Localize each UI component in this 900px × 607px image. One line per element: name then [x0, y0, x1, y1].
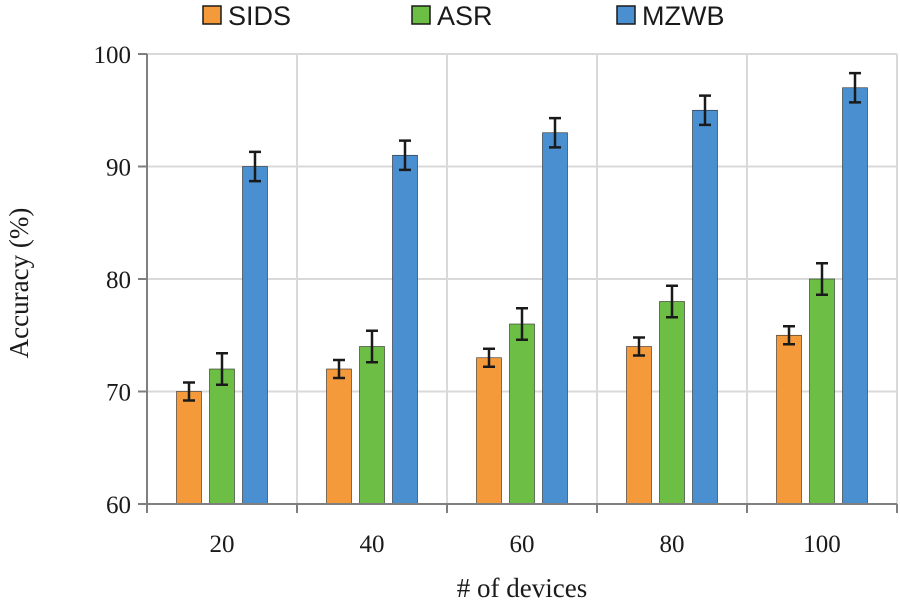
bars: [176, 87, 868, 505]
legend-item-sids: SIDS: [202, 1, 291, 31]
x-tick-label: 40: [360, 531, 385, 558]
legend-item-mzwb: MZWB: [616, 1, 724, 31]
bar-sids-100: [776, 334, 802, 505]
error-bar-sids-60: [483, 347, 495, 368]
error-bars: [183, 71, 861, 402]
y-tick-label: 90: [106, 155, 131, 182]
bar-mzwb-100: [842, 87, 868, 505]
gridlines: [147, 53, 898, 504]
x-axis-label: # of devices: [457, 573, 587, 603]
error-bar-sids-40: [333, 358, 345, 380]
legend-label: SIDS: [228, 1, 291, 31]
error-bar-mzwb-80: [699, 94, 711, 127]
error-bar-mzwb-100: [849, 71, 861, 104]
error-bar-asr-100: [816, 262, 828, 296]
legend-label: MZWB: [642, 1, 724, 31]
bar-mzwb-80: [692, 109, 718, 505]
x-tick-label: 60: [510, 531, 535, 558]
bar-asr-100: [809, 278, 835, 505]
x-tick-label: 100: [803, 531, 841, 558]
bar-sids-60: [476, 357, 502, 505]
legend-item-asr: ASR: [411, 1, 493, 31]
legend-swatch: [411, 5, 431, 25]
bar-asr-20: [209, 368, 235, 505]
bar-mzwb-40: [392, 154, 418, 505]
legend-label: ASR: [437, 1, 493, 31]
bar-asr-60: [509, 323, 535, 505]
y-tick-label: 80: [106, 267, 131, 294]
error-bar-asr-80: [666, 284, 678, 319]
error-bar-sids-100: [783, 325, 795, 346]
y-axis-label: Accuracy (%): [4, 208, 34, 359]
error-bar-asr-60: [516, 307, 528, 341]
axes: [138, 53, 898, 513]
error-bar-mzwb-20: [249, 150, 261, 183]
error-bar-mzwb-60: [549, 116, 561, 149]
x-tick-labels: 20 40 60 80 100: [210, 531, 841, 558]
bar-sids-80: [626, 346, 652, 505]
bar-sids-20: [176, 391, 202, 505]
x-tick-label: 80: [660, 531, 685, 558]
y-tick-label: 100: [94, 42, 132, 69]
bar-sids-40: [326, 368, 352, 505]
bar-mzwb-20: [242, 166, 268, 505]
x-tick-label: 20: [210, 531, 235, 558]
bar-mzwb-60: [542, 132, 568, 505]
error-bar-mzwb-40: [399, 139, 411, 172]
error-bar-asr-20: [216, 352, 228, 386]
bar-asr-40: [359, 346, 385, 505]
bar-asr-80: [659, 301, 685, 505]
y-tick-label: 60: [106, 492, 131, 519]
legend-swatch: [616, 5, 636, 25]
legend: SIDS ASR MZWB: [202, 1, 724, 31]
legend-swatch: [202, 5, 222, 25]
error-bar-asr-40: [366, 329, 378, 364]
y-tick-labels: 60 70 80 90 100: [94, 42, 132, 519]
error-bar-sids-80: [633, 336, 645, 357]
y-tick-label: 70: [106, 380, 131, 407]
error-bar-sids-20: [183, 381, 195, 402]
